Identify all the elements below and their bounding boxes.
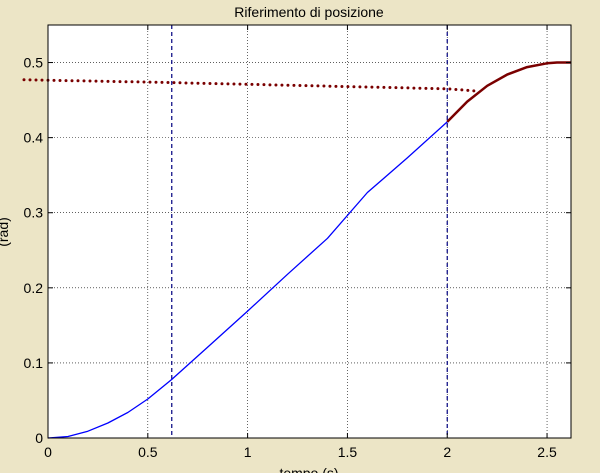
grid (48, 25, 571, 438)
series-line-0 (47, 121, 448, 439)
y-tick-label: 0.5 (24, 55, 44, 71)
x-tick-label: 0.5 (138, 444, 158, 460)
ticks: 0 0.5 1 1.5 2 2.5 0 0.1 0.2 0.3 0.4 0.5 (24, 25, 571, 460)
y-tick-label: 0.4 (24, 130, 44, 146)
x-tick-label: 2 (443, 444, 451, 460)
plot-frame (47, 24, 572, 439)
x-tick-label: 1.5 (338, 444, 358, 460)
x-tick-label: 1 (244, 444, 252, 460)
x-axis-label: tempo (s) (279, 465, 338, 473)
series-line-2 (22, 78, 479, 93)
x-tick-label: 2.5 (537, 444, 557, 460)
plot-area (48, 25, 571, 438)
vertical-markers (171, 25, 448, 438)
y-axis-label: (rad) (0, 217, 11, 247)
chart-title: Riferimento di posizione (234, 4, 384, 20)
y-tick-label: 0 (35, 430, 43, 446)
x-tick-label: 0 (44, 444, 52, 460)
y-tick-label: 0.2 (24, 280, 44, 296)
y-tick-label: 0.1 (24, 355, 44, 371)
series-group (22, 61, 571, 439)
y-tick-label: 0.3 (24, 205, 44, 221)
series-line-1 (446, 61, 571, 123)
